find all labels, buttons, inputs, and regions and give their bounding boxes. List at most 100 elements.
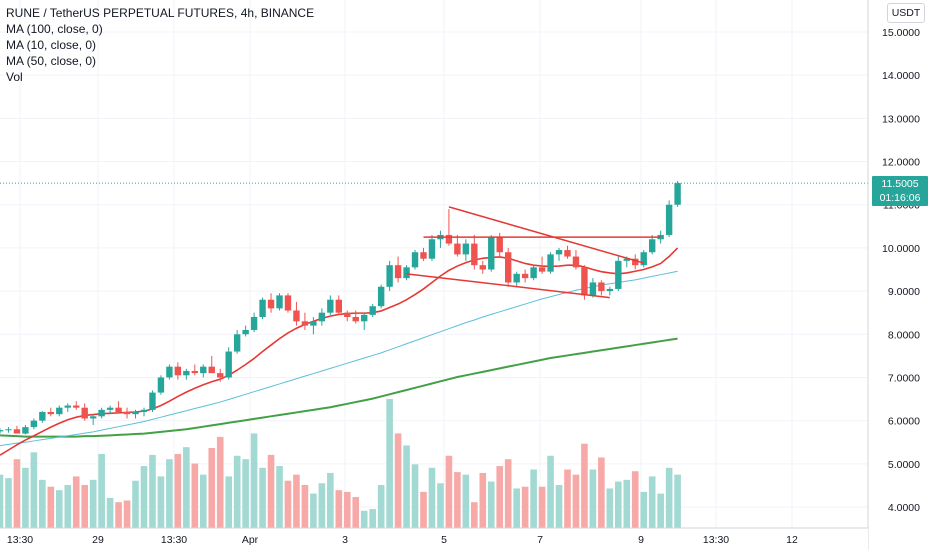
candle <box>361 314 368 322</box>
volume-bar <box>521 486 529 528</box>
chart-legend: RUNE / TetherUS PERPETUAL FUTURES, 4h, B… <box>6 5 314 85</box>
candle <box>572 256 580 268</box>
currency-button[interactable]: USDT <box>887 3 925 23</box>
volume-bar <box>115 502 122 528</box>
volume-bar <box>284 480 292 528</box>
volume-bar <box>394 433 402 528</box>
volume-bar <box>327 472 334 528</box>
candle <box>513 273 520 283</box>
price-axis-panel <box>868 0 932 550</box>
x-tick-label: 13:30 <box>7 534 33 546</box>
volume-bar <box>242 459 249 528</box>
indicator-vol[interactable]: Vol <box>6 70 23 84</box>
candle <box>225 351 232 378</box>
candle <box>462 243 470 255</box>
x-tick-label: 13:30 <box>703 534 729 546</box>
volume-bar <box>318 483 326 528</box>
candle <box>648 239 656 253</box>
candle <box>640 252 647 266</box>
current-price-value: 11.5005 <box>881 178 919 190</box>
volume-bar <box>513 488 520 528</box>
volume-bar <box>81 485 88 528</box>
candle <box>242 329 249 335</box>
candle <box>310 321 317 326</box>
candle <box>521 273 529 279</box>
volume-bar <box>598 457 605 528</box>
candle <box>183 370 190 376</box>
time-axis-panel <box>0 528 868 550</box>
symbol-title[interactable]: RUNE / TetherUS PERPETUAL FUTURES, 4h, B… <box>6 6 315 20</box>
volume-bar <box>89 479 97 528</box>
volume-bar <box>208 448 216 528</box>
trendline <box>406 273 610 299</box>
volume-bar <box>140 466 148 528</box>
candle <box>217 373 224 378</box>
volume-bar <box>581 443 588 528</box>
candle <box>267 299 275 309</box>
candle <box>39 412 46 421</box>
y-tick-label: 8.0000 <box>888 329 920 341</box>
volume-bar <box>648 476 656 528</box>
candle <box>250 317 258 330</box>
candle <box>293 310 300 322</box>
volume-bar <box>225 476 232 528</box>
volume-bar <box>674 474 681 528</box>
volume-bar <box>572 474 580 528</box>
x-tick-label: 3 <box>342 534 348 546</box>
candle <box>191 370 199 374</box>
candle <box>157 377 165 393</box>
candle <box>496 237 503 253</box>
candle <box>200 366 207 374</box>
volume-bar <box>420 491 427 528</box>
candle <box>564 250 571 257</box>
volume-bar <box>487 481 495 528</box>
volume-bar <box>39 479 46 528</box>
x-tick-label: 5 <box>441 534 447 546</box>
ma100-line <box>0 337 678 438</box>
volume-bar <box>250 433 258 528</box>
y-tick-label: 15.0000 <box>882 27 920 39</box>
candle <box>284 295 292 311</box>
y-tick-label: 14.0000 <box>882 70 920 82</box>
y-tick-label: 13.0000 <box>882 113 920 125</box>
volume-bar <box>47 486 55 528</box>
candle <box>174 366 182 376</box>
candle <box>276 295 283 309</box>
candle <box>411 252 419 268</box>
candle <box>632 258 639 266</box>
volume-bar <box>216 436 224 528</box>
volume-bar <box>293 474 300 528</box>
y-tick-label: 12.0000 <box>882 157 920 169</box>
candle <box>505 252 512 283</box>
volume-bar <box>22 467 29 528</box>
volume-bar <box>55 490 63 528</box>
candle <box>555 250 563 255</box>
candle <box>428 239 436 259</box>
indicator-ma10[interactable]: MA (10, close, 0) <box>6 38 97 52</box>
candle <box>106 407 114 410</box>
volume-bar <box>471 502 478 528</box>
volume-bar <box>98 454 105 528</box>
candle <box>318 312 326 322</box>
ma10-line <box>0 247 679 456</box>
candle <box>335 299 342 313</box>
volume-bar <box>657 493 664 528</box>
indicator-ma50[interactable]: MA (50, close, 0) <box>6 54 97 68</box>
candle <box>589 282 597 296</box>
volume-bar <box>538 486 546 528</box>
volume-bar <box>623 479 631 528</box>
candle <box>420 252 427 259</box>
volume-bar <box>183 447 190 528</box>
indicator-ma100[interactable]: MA (100, close, 0) <box>6 22 103 36</box>
volume-bar <box>504 459 512 528</box>
volume-bar <box>310 493 317 528</box>
volume-bar <box>454 472 461 528</box>
volume-bar <box>30 452 38 528</box>
volume-bar <box>233 455 241 528</box>
volume-bar <box>640 491 648 528</box>
candle <box>674 183 681 205</box>
candle <box>64 405 71 408</box>
candle <box>30 420 38 428</box>
trendline <box>448 206 644 264</box>
